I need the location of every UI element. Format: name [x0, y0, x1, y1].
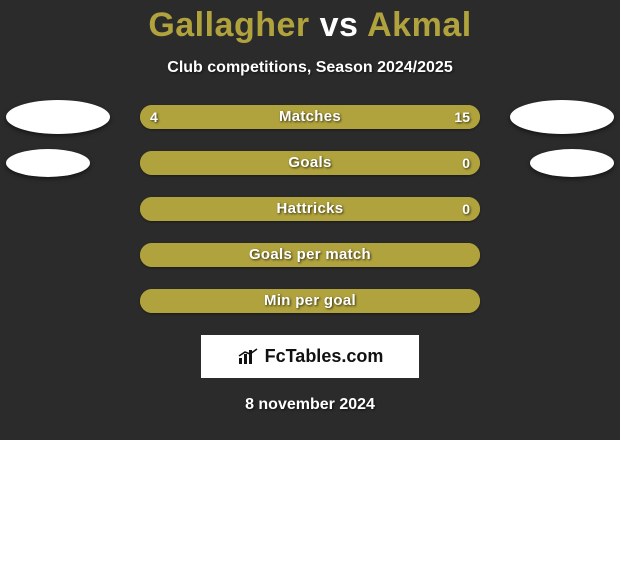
stat-value-right: 0 — [462, 151, 470, 175]
stat-value-right: 15 — [454, 105, 470, 129]
stat-label: Matches — [140, 105, 480, 129]
player-avatar-left — [6, 100, 110, 134]
stat-value-left: 4 — [150, 105, 158, 129]
stat-bar: Hattricks0 — [140, 197, 480, 221]
stat-label: Hattricks — [140, 197, 480, 221]
logo-text: FcTables.com — [265, 346, 384, 367]
date-text: 8 november 2024 — [0, 396, 620, 414]
stat-label: Goals per match — [140, 243, 480, 267]
chart-icon — [237, 348, 259, 366]
comparison-panel: Gallagher vs Akmal Club competitions, Se… — [0, 0, 620, 440]
title-player-right: Akmal — [367, 6, 472, 44]
comparison-bars: Matches415Goals0Hattricks0Goals per matc… — [0, 105, 620, 313]
stat-bar: Goals per match — [140, 243, 480, 267]
stat-row: Goals per match — [0, 243, 620, 267]
stat-row: Matches4 15 — [0, 105, 620, 129]
subtitle: Club competitions, Season 2024/2025 — [0, 59, 620, 77]
player-avatar-right — [530, 149, 614, 177]
stat-row: Goals0 — [0, 151, 620, 175]
stat-bar: Matches4 15 — [140, 105, 480, 129]
title-player-left: Gallagher — [148, 6, 309, 44]
player-avatar-left — [6, 149, 90, 177]
player-avatar-right — [510, 100, 614, 134]
stat-bar: Min per goal — [140, 289, 480, 313]
stat-bar: Goals0 — [140, 151, 480, 175]
stat-row: Min per goal — [0, 289, 620, 313]
stat-row: Hattricks0 — [0, 197, 620, 221]
title-vs: vs — [320, 6, 359, 44]
stat-label: Goals — [140, 151, 480, 175]
page-title: Gallagher vs Akmal — [0, 0, 620, 45]
stat-label: Min per goal — [140, 289, 480, 313]
stat-value-right: 0 — [462, 197, 470, 221]
fctables-logo[interactable]: FcTables.com — [201, 335, 419, 378]
